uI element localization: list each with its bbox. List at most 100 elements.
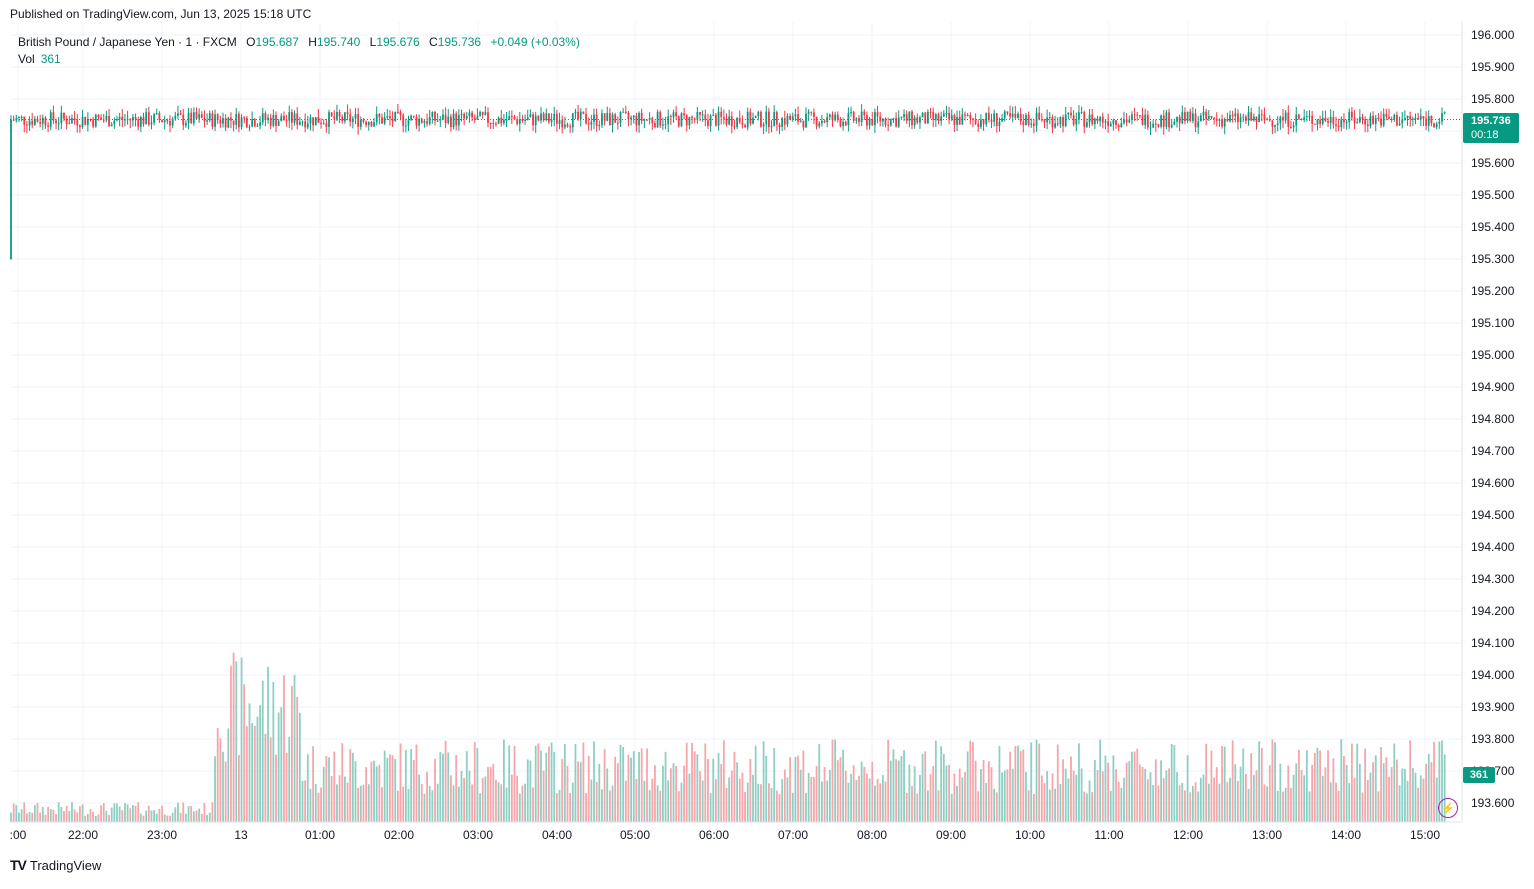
volume-bar <box>328 757 330 822</box>
volume-bar <box>725 787 728 822</box>
volume-bar <box>691 743 693 822</box>
volume-bar <box>280 707 283 822</box>
volume-bar <box>744 792 746 822</box>
volume-bar <box>964 772 966 822</box>
symbol-title[interactable]: British Pound / Japanese Yen · 1 · FXCM <box>18 35 237 49</box>
candle-body <box>1213 117 1215 119</box>
volume-bar <box>630 757 632 822</box>
volume-bar <box>1215 767 1218 822</box>
tradingview-logo-icon: TV <box>10 857 27 873</box>
published-text: Published on TradingView.com, Jun 13, 20… <box>10 7 312 21</box>
candle-body <box>1300 118 1303 120</box>
price-tick-label: 194.300 <box>1471 572 1515 586</box>
candle-body <box>269 117 272 126</box>
candle-body <box>1435 123 1438 128</box>
candle-body <box>1017 113 1019 118</box>
time-tick-label: 03:00 <box>463 828 493 842</box>
volume-bar <box>1398 785 1401 822</box>
candle-body <box>781 118 784 127</box>
price-axis: 196.000195.900195.800195.700195.600195.5… <box>1471 28 1515 810</box>
volume-bar <box>365 767 367 822</box>
candle-body <box>510 116 513 118</box>
candle-body <box>1178 116 1181 124</box>
volume-bar <box>1332 758 1335 822</box>
volume-bar <box>418 774 420 822</box>
candle-body <box>630 117 632 120</box>
candle-body <box>683 113 685 116</box>
volume-bar <box>367 784 370 822</box>
volume-bar <box>420 784 423 822</box>
candle-body <box>132 117 134 121</box>
volume-bar <box>518 793 521 822</box>
candle-body <box>489 122 492 124</box>
volume-bar <box>773 748 776 822</box>
volume-bar <box>1282 791 1284 822</box>
volume-bar <box>20 809 23 822</box>
candle-body <box>627 112 630 120</box>
candle-body <box>622 111 625 113</box>
candle-body <box>733 126 736 128</box>
volume-bar <box>341 743 344 822</box>
volume-bar <box>473 742 476 822</box>
candle-body <box>404 125 407 127</box>
candle-body <box>516 119 519 124</box>
volume-bar <box>410 749 413 822</box>
candle-body <box>12 119 15 121</box>
volume-bar <box>889 760 892 822</box>
volume-bar <box>1443 754 1446 822</box>
volume-bar <box>57 802 60 822</box>
candle-body <box>908 111 911 121</box>
volume-bar <box>1022 749 1025 822</box>
candle-body <box>102 119 105 121</box>
candle-body <box>142 116 145 125</box>
volume-legend[interactable]: Vol 361 <box>18 52 61 66</box>
candle-body <box>1162 115 1165 127</box>
candle-body <box>1279 116 1282 124</box>
price-tick-label: 194.700 <box>1471 444 1515 458</box>
volume-bar <box>1374 755 1377 822</box>
candle-body <box>1274 124 1276 127</box>
volume-bar <box>1181 782 1184 822</box>
candle-body <box>540 113 542 121</box>
volume-bar <box>1075 774 1078 822</box>
volume-bar <box>831 739 834 822</box>
volume-bar <box>813 777 815 822</box>
candle-body <box>354 114 357 119</box>
volume-bar <box>81 804 84 822</box>
volume-bar <box>1173 745 1176 822</box>
volume-bar <box>291 686 293 822</box>
volume-bar <box>330 776 333 822</box>
candle-body <box>577 111 579 119</box>
volume-bar <box>1019 751 1022 822</box>
volume-bar <box>1115 769 1117 822</box>
volume-bar <box>155 813 158 822</box>
price-tick-label: 193.900 <box>1471 700 1515 714</box>
volume-bar <box>1300 769 1303 822</box>
volume-bar <box>627 754 630 822</box>
candle-body <box>754 116 757 118</box>
volume-bar <box>423 793 426 822</box>
candle-body <box>1080 112 1083 114</box>
candle-body <box>892 118 895 120</box>
candle-body <box>948 112 950 119</box>
time-tick-label: 14:00 <box>1331 828 1361 842</box>
volume-bar <box>892 749 895 822</box>
volume-bar <box>489 766 492 822</box>
candle-body <box>1033 123 1035 126</box>
candle-body <box>582 111 585 114</box>
candle-body <box>961 114 964 125</box>
volume-bar <box>611 785 614 822</box>
tradingview-brand[interactable]: TV TradingView <box>10 857 101 873</box>
candle-body <box>1417 117 1420 120</box>
lightning-icon[interactable]: ⚡ <box>1438 798 1458 818</box>
candle-body <box>720 111 723 118</box>
candle-body <box>1054 123 1056 128</box>
volume-bar <box>89 809 92 822</box>
candle-body <box>860 111 863 122</box>
volume-bar <box>235 661 238 822</box>
time-tick-label: 04:00 <box>542 828 572 842</box>
volume-bar <box>28 812 31 822</box>
candle-body <box>688 116 691 126</box>
